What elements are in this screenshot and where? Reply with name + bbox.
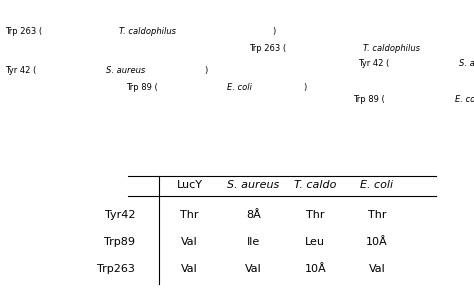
Text: T. caldophilus: T. caldophilus bbox=[119, 27, 176, 36]
Text: Thr: Thr bbox=[180, 210, 199, 220]
Text: T. caldo: T. caldo bbox=[294, 180, 337, 190]
Text: Tyr 42 (: Tyr 42 ( bbox=[5, 66, 36, 75]
Text: LucY: LucY bbox=[177, 180, 202, 190]
Text: Val: Val bbox=[181, 264, 198, 275]
Text: Thr: Thr bbox=[367, 210, 386, 220]
Text: Trp89: Trp89 bbox=[104, 237, 135, 247]
Text: ): ) bbox=[304, 83, 307, 92]
Text: Trp 263 (: Trp 263 ( bbox=[249, 44, 286, 53]
Text: Trp 89 (: Trp 89 ( bbox=[126, 83, 157, 92]
Text: ): ) bbox=[272, 27, 275, 36]
Text: Thr: Thr bbox=[306, 210, 325, 220]
Text: 10Å: 10Å bbox=[366, 237, 388, 247]
Text: 8Å: 8Å bbox=[246, 210, 261, 220]
Text: E. coli: E. coli bbox=[227, 83, 252, 92]
Text: Ile: Ile bbox=[247, 237, 260, 247]
Text: S. aureus: S. aureus bbox=[228, 180, 280, 190]
Text: Tyr42: Tyr42 bbox=[105, 210, 135, 220]
Text: Tyr 42 (: Tyr 42 ( bbox=[358, 59, 389, 68]
Text: S. aureus: S. aureus bbox=[459, 59, 474, 68]
Text: Leu: Leu bbox=[305, 237, 325, 247]
Text: Val: Val bbox=[181, 237, 198, 247]
Text: Val: Val bbox=[245, 264, 262, 275]
Text: 10Å: 10Å bbox=[304, 264, 326, 275]
Text: Val: Val bbox=[368, 264, 385, 275]
Text: E. coli: E. coli bbox=[455, 95, 474, 104]
Text: T. caldophilus: T. caldophilus bbox=[363, 44, 420, 53]
Text: ): ) bbox=[205, 66, 208, 75]
Text: E. coli: E. coli bbox=[360, 180, 393, 190]
Text: S. aureus: S. aureus bbox=[106, 66, 146, 75]
Text: Trp 89 (: Trp 89 ( bbox=[353, 95, 385, 104]
Text: Trp 263 (: Trp 263 ( bbox=[5, 27, 42, 36]
Text: Trp263: Trp263 bbox=[97, 264, 135, 275]
